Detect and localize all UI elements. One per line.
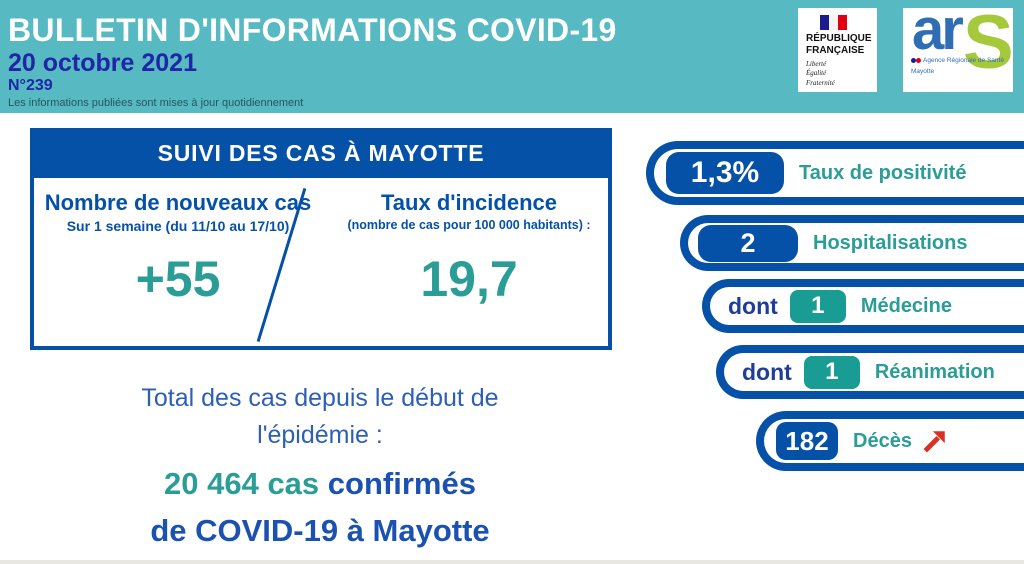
hospitalizations-value: 2 bbox=[698, 224, 798, 262]
reanimation-label: Réanimation bbox=[874, 360, 995, 383]
totals-intro-line2: l'épidémie : bbox=[257, 421, 383, 449]
tracking-panel: SUIVI DES CAS À MAYOTTE Nombre de nouvea… bbox=[30, 128, 612, 350]
hospitalizations-label: Hospitalisations bbox=[813, 231, 968, 254]
french-flag-icon bbox=[820, 15, 847, 30]
stat-pill-medicine: dont 1 Médecine bbox=[702, 279, 1024, 333]
bulletin-title: BULLETIN D'INFORMATIONS COVID-19 bbox=[8, 12, 617, 48]
republique-francaise-logo: RÉPUBLIQUE FRANÇAISE Liberté Égalité Fra… bbox=[798, 8, 877, 92]
tracking-panel-body: Nombre de nouveaux cas Sur 1 semaine (du… bbox=[30, 178, 612, 350]
positivity-rate-value: 1,3% bbox=[666, 152, 784, 194]
incidence-sublabel: (nombre de cas pour 100 000 habitants) : bbox=[347, 218, 591, 232]
reanimation-prefix: dont bbox=[742, 358, 792, 385]
medicine-prefix: dont bbox=[728, 292, 778, 319]
ars-region-name: Mayotte bbox=[911, 68, 935, 75]
rf-name-line2: FRANÇAISE bbox=[806, 44, 865, 56]
stat-pill-reanimation: dont 1 Réanimation bbox=[716, 345, 1024, 399]
incidence-value: 19,7 bbox=[420, 251, 518, 307]
header-banner: BULLETIN D'INFORMATIONS COVID-19 20 octo… bbox=[0, 0, 1024, 113]
bulletin-date: 20 octobre 2021 bbox=[8, 49, 197, 77]
deaths-value: 182 bbox=[776, 422, 838, 460]
stat-pill-positivity-rate: 1,3% Taux de positivité bbox=[646, 141, 1024, 205]
ars-letter-s: S bbox=[963, 8, 1013, 85]
new-cases-value: +55 bbox=[135, 251, 221, 307]
bottom-edge-strip bbox=[0, 560, 1024, 564]
totals-count: 20 464 cas bbox=[164, 466, 320, 501]
ars-agency-name: Agence Régionale de Santé bbox=[923, 57, 1004, 64]
stat-pill-deaths: 182 Décès bbox=[756, 411, 1024, 471]
new-cases-sublabel: Sur 1 semaine (du 11/10 au 17/10) bbox=[66, 218, 290, 234]
stat-pill-hospitalizations: 2 Hospitalisations bbox=[680, 215, 1024, 271]
deaths-label: Décès bbox=[853, 429, 912, 452]
medicine-label: Médecine bbox=[860, 294, 952, 317]
totals-confirmed-word: confirmés bbox=[327, 466, 476, 501]
ars-logo: ar S Agence Régionale de Santé Mayotte bbox=[903, 8, 1013, 92]
ars-letters-ar: ar bbox=[912, 8, 964, 62]
ars-dot-icon bbox=[911, 58, 916, 63]
positivity-rate-label: Taux de positivité bbox=[799, 161, 967, 184]
incidence-label: Taux d'incidence bbox=[381, 190, 557, 215]
new-cases-label: Nombre de nouveaux cas bbox=[44, 190, 312, 215]
rf-motto: Liberté Égalité Fraternité bbox=[806, 60, 835, 87]
ars-dot-icon bbox=[916, 58, 921, 63]
update-note: Les informations publiées sont mises à j… bbox=[8, 97, 304, 109]
tracking-panel-title: SUIVI DES CAS À MAYOTTE bbox=[30, 128, 612, 178]
reanimation-value: 1 bbox=[803, 355, 860, 389]
medicine-value: 1 bbox=[789, 289, 846, 323]
totals-block: Total des cas depuis le début de l'épidé… bbox=[20, 380, 620, 554]
totals-tail-line: de COVID-19 à Mayotte bbox=[150, 513, 490, 548]
totals-intro-line1: Total des cas depuis le début de bbox=[141, 384, 499, 412]
rf-name-line1: RÉPUBLIQUE bbox=[806, 33, 872, 44]
trend-up-icon bbox=[922, 428, 948, 454]
bulletin-issue-number: N°239 bbox=[8, 77, 53, 94]
new-cases-header: Nombre de nouveaux cas Sur 1 semaine (du… bbox=[40, 190, 316, 234]
totals-count-line: 20 464 cas confirmés bbox=[20, 460, 620, 507]
incidence-header: Taux d'incidence (nombre de cas pour 100… bbox=[336, 190, 602, 232]
